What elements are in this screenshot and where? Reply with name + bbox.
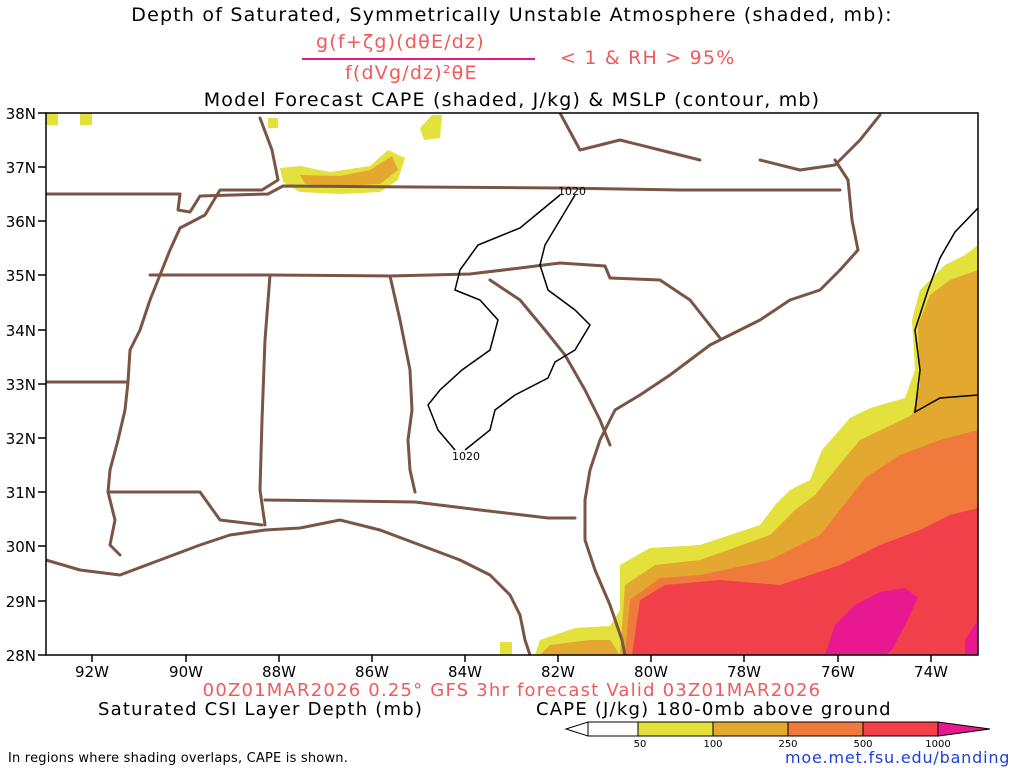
coastline — [46, 518, 532, 655]
cape-shade-50 — [46, 113, 58, 125]
coastline — [583, 158, 860, 655]
formula-fraction-bar — [302, 58, 535, 60]
isobar-1020 — [914, 207, 978, 414]
lat-label: 37N — [6, 159, 36, 177]
lat-label: 35N — [6, 267, 36, 285]
state-border — [46, 184, 842, 214]
colorbar-tick: 250 — [778, 739, 797, 750]
lon-ticks — [91, 655, 932, 662]
state-border — [263, 498, 577, 520]
source-link[interactable]: moe.met.fsu.edu/banding — [785, 748, 1011, 767]
overlap-note: In regions where shading overlaps, CAPE … — [8, 751, 349, 766]
cape-shade-50 — [420, 115, 442, 140]
lat-label: 33N — [6, 376, 36, 394]
mississippi-river — [106, 116, 280, 557]
formula-numerator: g(f+ζg)(dθE/dz) — [316, 31, 485, 53]
lon-label: 80W — [634, 663, 668, 681]
colorbar-tick: 500 — [853, 739, 872, 750]
colorbar-tick: 1000 — [925, 739, 950, 750]
coastline — [758, 113, 882, 172]
cape-shade-1000 — [965, 620, 978, 655]
lon-label: 86W — [355, 663, 389, 681]
mslp-contours — [427, 194, 978, 451]
lat-label: 30N — [6, 538, 36, 556]
lat-label: 32N — [6, 430, 36, 448]
state-border — [106, 490, 264, 527]
state-border — [388, 274, 417, 494]
cape-shade-50 — [500, 642, 512, 655]
lat-label: 29N — [6, 593, 36, 611]
lon-label: 78W — [727, 663, 761, 681]
title-line-3: Model Forecast CAPE (shaded, J/kg) & MSL… — [203, 89, 821, 111]
cape-shade-50 — [80, 113, 92, 125]
lon-labels: 92W 90W 88W 86W 84W 82W 80W 78W 76W 74W — [75, 663, 948, 681]
lat-ticks — [38, 112, 46, 656]
state-border — [148, 261, 607, 278]
isobar-label: 1020 — [558, 185, 586, 198]
cape-shade-100 — [540, 640, 620, 655]
state-border — [603, 264, 722, 340]
cape-shade-100 — [300, 156, 398, 186]
cape-colorbar — [564, 721, 991, 737]
lon-label: 76W — [821, 663, 855, 681]
lat-labels: 38N 37N 36N 35N 34N 33N 32N 31N 30N 29N … — [6, 105, 36, 665]
lon-label: 74W — [914, 663, 948, 681]
lat-label: 28N — [6, 647, 36, 665]
lon-label: 82W — [541, 663, 575, 681]
cape-label: CAPE (J/kg) 180-0mb above ground — [536, 699, 892, 720]
colorbar-tick: 50 — [634, 739, 647, 750]
lon-label: 88W — [262, 663, 296, 681]
colorbar-tick: 100 — [703, 739, 722, 750]
colorbar-ticks: 50 100 250 500 1000 — [634, 739, 951, 750]
lon-label: 90W — [169, 663, 203, 681]
lat-label: 31N — [6, 484, 36, 502]
state-border — [488, 278, 612, 447]
state-border — [258, 273, 272, 527]
lat-label: 36N — [6, 213, 36, 231]
cape-shade-1000 — [825, 588, 918, 655]
lon-label: 92W — [75, 663, 109, 681]
title-line-1: Depth of Saturated, Symmetrically Unstab… — [131, 4, 893, 26]
lon-label: 84W — [448, 663, 482, 681]
formula-denominator: f(dVg/dz)²θE — [345, 62, 478, 84]
cape-shade-50 — [268, 118, 278, 128]
formula-condition: < 1 & RH > 95% — [560, 47, 736, 69]
isobar-label: 1020 — [452, 450, 480, 463]
cape-shading — [46, 113, 978, 655]
coastline — [558, 113, 702, 162]
isobar-1020 — [464, 194, 591, 451]
csi-layer-label: Saturated CSI Layer Depth (mb) — [98, 699, 424, 720]
lat-label: 34N — [6, 322, 36, 340]
geographic-borders — [46, 113, 882, 655]
lat-label: 38N — [6, 105, 36, 123]
valid-time-line: 00Z01MAR2026 0.25° GFS 3hr forecast Vali… — [202, 680, 822, 701]
isobar-1020 — [427, 194, 561, 451]
